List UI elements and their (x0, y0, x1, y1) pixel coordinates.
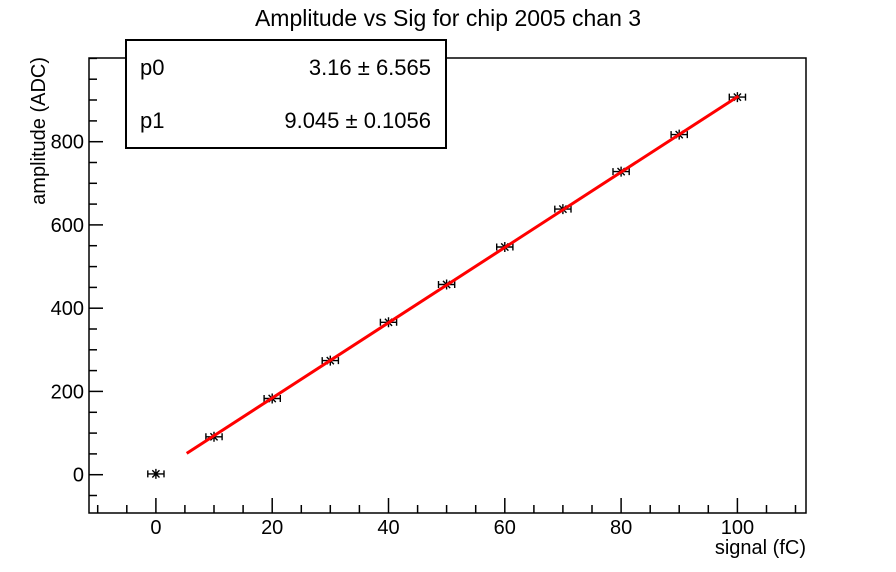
stats-row-p1: p1 9.045 ± 0.1056 (127, 94, 445, 147)
y-tick-label: 0 (73, 465, 84, 487)
x-tick-label: 0 (150, 517, 161, 539)
stats-row-p0: p0 3.16 ± 6.565 (127, 41, 445, 94)
stat-p1-value: 9.045 ± 0.1056 (284, 107, 431, 133)
x-tick-label: 20 (261, 517, 283, 539)
fit-line (185, 94, 740, 455)
y-tick-label: 800 (51, 132, 84, 154)
x-tick-label: 80 (610, 517, 632, 539)
plot-frame (88, 57, 807, 514)
y-axis-title: amplitude (ADC) (28, 57, 50, 205)
x-tick-label: 60 (494, 517, 516, 539)
x-tick-label: 40 (377, 517, 399, 539)
stats-box: p0 3.16 ± 6.565 p1 9.045 ± 0.1056 (125, 39, 447, 149)
y-tick-label: 400 (51, 298, 84, 320)
data-point-marker (147, 468, 165, 479)
stat-p1-label: p1 (140, 107, 165, 133)
chart-title: Amplitude vs Sig for chip 2005 chan 3 (254, 5, 642, 31)
stat-p0-label: p0 (140, 54, 165, 80)
y-tick-label: 200 (51, 381, 84, 403)
y-tick-label: 600 (51, 215, 84, 237)
stat-p0-value: 3.16 ± 6.565 (308, 54, 431, 80)
x-axis-title: signal (fC) (714, 537, 806, 559)
x-tick-label: 100 (721, 517, 754, 539)
